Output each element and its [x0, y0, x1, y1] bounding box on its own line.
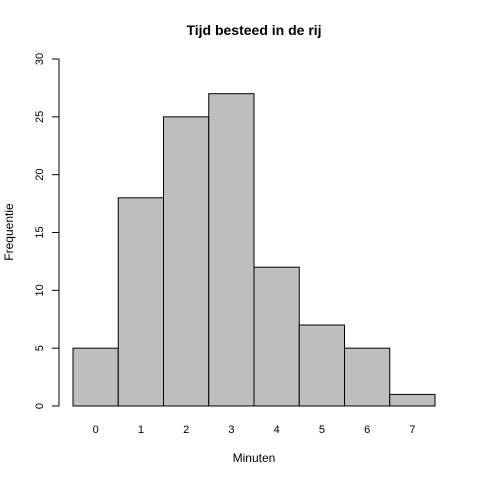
x-tick-label: 3: [228, 424, 234, 436]
x-tick-label: 1: [138, 424, 144, 436]
x-tick-label: 0: [93, 424, 99, 436]
bar-1: [117, 197, 164, 407]
bar-4: [253, 266, 300, 407]
x-tick-label: 4: [274, 424, 280, 436]
x-tick-label: 7: [409, 424, 415, 436]
x-tick-label: 2: [183, 424, 189, 436]
y-tick-label: 10: [34, 284, 46, 296]
y-tick-label: 30: [34, 53, 46, 65]
y-axis: 0 5 10 15 20 25 30: [34, 53, 60, 409]
y-tick-label: 0: [34, 403, 46, 409]
bar-3: [208, 93, 255, 407]
y-tick-label: 15: [34, 226, 46, 238]
bar-0: [72, 347, 119, 407]
bars-group: [72, 93, 436, 407]
y-tick-label: 5: [34, 345, 46, 351]
bar-7: [389, 393, 436, 407]
bar-5: [298, 324, 345, 407]
bar-6: [344, 347, 391, 407]
y-tick-label: 25: [34, 111, 46, 123]
x-tick-label: 6: [364, 424, 370, 436]
x-axis: 0 1 2 3 4 5 6 7: [93, 424, 416, 436]
y-tick-label: 20: [34, 169, 46, 181]
chart-title: Tijd besteed in de rij: [186, 22, 321, 38]
x-axis-label: Minuten: [233, 451, 276, 465]
y-axis-label: Frequentie: [2, 203, 16, 261]
bar-2: [163, 116, 210, 407]
x-tick-label: 5: [319, 424, 325, 436]
